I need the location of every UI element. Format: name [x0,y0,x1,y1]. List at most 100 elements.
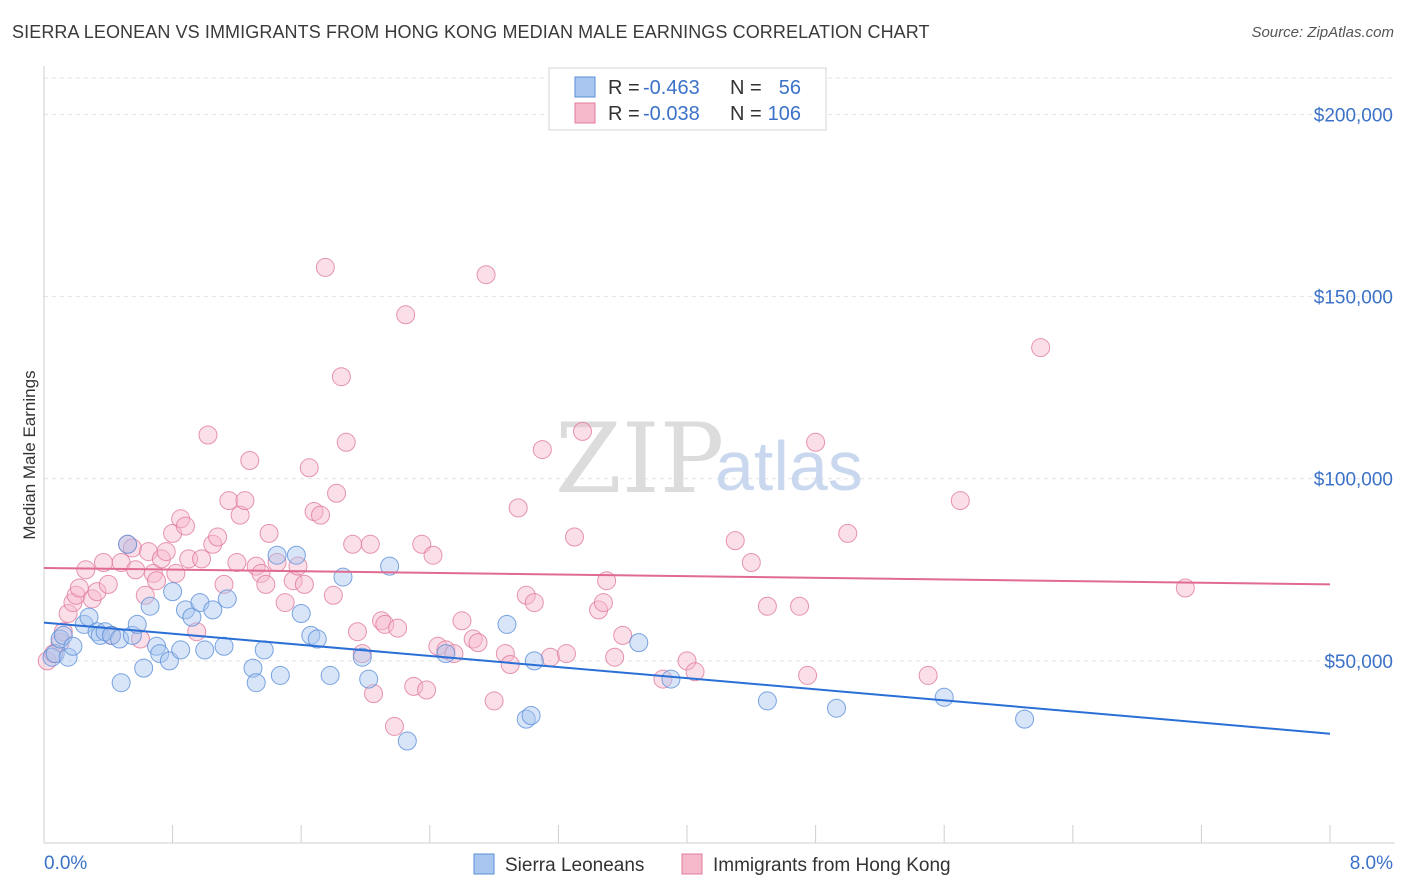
y-tick-labels: $50,000 $100,000 $150,000 $200,000 [1314,105,1393,672]
sierra-leonean-point [359,669,379,689]
hong-kong-point [806,432,826,452]
trend-line-hong-kong [43,566,1331,586]
legend-r-value-blue: -0.463 [643,77,700,99]
legend-n-value-blue: 56 [779,77,801,99]
hong-kong-point [304,502,324,521]
watermark-zip: ZIP [555,403,724,515]
hong-kong-point [240,451,260,470]
hong-kong-point [564,527,584,547]
y-tick-label: $150,000 [1314,288,1393,309]
sierra-leonean-point [267,545,287,565]
sierra-leonean-point [436,644,456,664]
sierra-leonean-point [301,625,321,645]
hong-kong-point [605,647,625,667]
hong-kong-point [256,574,276,594]
hong-kong-point [532,440,552,460]
sierra-leonean-point [140,596,160,616]
hong-kong-point [219,491,239,511]
y-tick-label: $200,000 [1314,105,1393,126]
hong-kong-point [653,669,673,689]
sierra-leonean-point [53,625,73,645]
hong-kong-point [259,523,279,543]
hong-kong-point [423,545,443,565]
hong-kong-point [198,425,218,445]
sierra-leonean-point [182,607,202,627]
hong-kong-point [417,680,437,700]
hong-kong-point [208,527,228,547]
legend-r-label-pink: R = [608,103,640,125]
hong-kong-point [798,665,818,685]
sierra-leonean-point [163,582,183,602]
trend-lines [43,566,1331,735]
bottom-legend-label-blue: Sierra Leoneans [505,855,644,876]
sierra-leonean-point [214,636,234,656]
hong-kong-point [214,574,234,594]
hong-kong-point [323,585,343,605]
sierra-leonean-point [291,604,311,623]
sierra-leonean-point [320,665,340,685]
hong-kong-point [230,505,250,525]
sierra-leonean-point [217,589,237,609]
hong-kong-point [404,676,424,696]
bottom-legend: Sierra Leoneans Immigrants from Hong Kon… [473,853,951,876]
sierra-leonean-point [270,665,290,685]
sierra-leonean-point [352,647,372,667]
hong-kong-point [135,585,155,605]
hong-kong-point [540,647,560,667]
legend: R = -0.463 N = 56 R = -0.038 N = 106 [548,67,827,131]
x-tick-label-min: 0.0% [44,853,87,874]
hong-kong-point [87,582,107,602]
sierra-leonean-point [203,600,223,620]
bottom-legend-swatch-blue [473,853,495,875]
hong-kong-point [396,305,416,325]
sierra-leonean-point [171,640,191,660]
hong-kong-point [175,516,195,536]
sierra-leonean-point [111,673,131,693]
hong-kong-point [147,571,167,591]
sierra-leonean-point [42,647,62,667]
y-tick-label: $50,000 [1324,652,1393,673]
hong-kong-point [375,614,395,634]
hong-kong-point [98,574,118,594]
sierra-leonean-point [380,556,400,576]
hong-kong-point [918,665,938,685]
sierra-leonean-point [63,636,83,656]
sierra-leonean-point [150,644,170,664]
hong-kong-point [790,596,810,616]
sierra-leonean-point [254,640,274,660]
legend-swatch-blue [574,76,596,98]
sierra-leonean-point [934,687,954,707]
hong-kong-point [192,549,212,569]
sierra-leonean-point [524,651,544,671]
hong-kong-point [58,604,78,623]
sierra-leonean-point [661,669,681,689]
hong-kong-point [315,257,335,277]
hong-kong-point [336,432,356,452]
hong-kong-point [484,691,504,711]
hong-kong-point [757,596,777,616]
legend-n-label-pink: N = [730,103,762,125]
hong-kong-point [452,611,472,631]
sierra-leonean-point [286,545,306,565]
hong-kong-point [500,655,520,674]
legend-r-label-blue: R = [608,77,640,99]
hong-kong-point [741,553,761,572]
series-sierra-leonean-points [42,534,1035,751]
hong-kong-point [613,625,633,645]
sierra-leonean-point [826,698,846,718]
bottom-legend-swatch-pink [681,853,703,875]
hong-kong-point [685,662,705,682]
hong-kong-point [275,593,295,613]
sierra-leonean-point [195,640,215,660]
y-axis-label: Median Male Earnings [20,370,39,539]
sierra-leonean-point [243,658,263,678]
sierra-leonean-point [629,633,649,653]
hong-kong-point [343,534,363,554]
hong-kong-point [468,633,488,653]
hong-kong-point [1031,338,1051,358]
hong-kong-point [347,622,367,642]
hong-kong-point [235,491,255,511]
sierra-leonean-point [757,691,777,711]
trend-line-sierra-leonean [43,621,1331,735]
